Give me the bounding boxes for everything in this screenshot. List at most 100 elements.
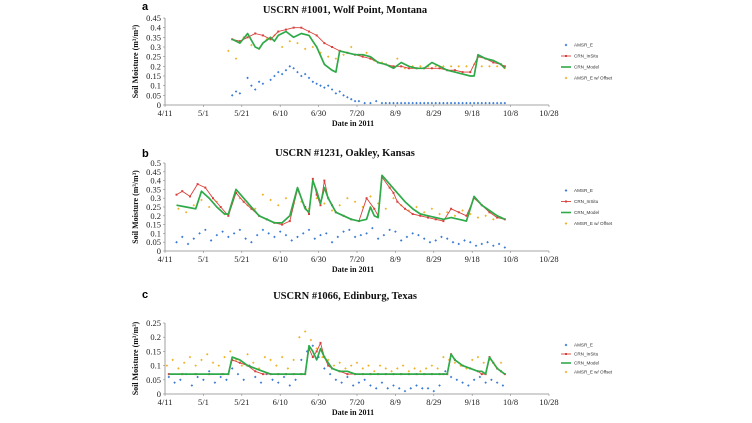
data-point — [480, 242, 484, 246]
data-point — [307, 76, 311, 80]
data-point — [497, 242, 501, 246]
data-point — [476, 355, 480, 359]
data-point — [434, 218, 437, 221]
data-point — [340, 381, 343, 384]
data-point — [323, 202, 326, 205]
data-point — [212, 197, 214, 200]
data-point — [271, 378, 274, 382]
data-point — [488, 65, 491, 68]
data-point — [202, 378, 205, 382]
x-tick-label: 4/11 — [158, 397, 173, 407]
data-point — [419, 65, 422, 68]
data-point — [284, 196, 288, 200]
data-point — [219, 206, 222, 208]
data-point — [445, 211, 449, 214]
data-point — [261, 82, 265, 86]
data-point — [288, 220, 291, 223]
data-point — [227, 49, 230, 53]
legend-marker — [564, 76, 568, 80]
data-point — [173, 381, 176, 384]
data-point — [503, 218, 506, 221]
data-point — [261, 193, 265, 196]
x-tick-label: 10/8 — [503, 108, 518, 118]
legend-label: CRN_InSitu — [574, 54, 599, 59]
data-point — [308, 30, 310, 33]
data-point — [288, 65, 292, 68]
data-point — [234, 57, 238, 60]
data-point — [457, 65, 461, 68]
data-point — [373, 370, 376, 373]
x-tick-label: 5/21 — [234, 108, 249, 118]
x-tick-label: 8/9 — [390, 254, 401, 264]
data-point — [315, 350, 318, 353]
data-point — [330, 240, 334, 244]
data-point — [177, 367, 180, 370]
data-point — [461, 209, 464, 212]
legend: AMSR_E CRN_InSitu CRN_Model AMSR_E w/ Offse… — [561, 43, 613, 81]
y-tick-label: 0.05 — [146, 375, 161, 385]
data-point — [288, 384, 292, 387]
data-point — [436, 367, 439, 370]
x-tick-label: 4/11 — [158, 108, 173, 118]
legend-marker — [565, 200, 567, 203]
data-point — [292, 66, 295, 70]
x-tick-label: 6/30 — [311, 397, 326, 407]
panel-letter: b — [142, 148, 149, 160]
data-point — [376, 237, 380, 240]
data-point — [407, 101, 411, 105]
chart-title: USCRN #1231, Oakley, Kansas — [275, 148, 415, 159]
x-tick-label: 7/20 — [349, 254, 364, 264]
data-point — [334, 378, 338, 382]
x-tick-label: 8/9 — [390, 108, 401, 118]
data-point — [296, 41, 299, 45]
data-point — [438, 212, 441, 216]
y-tick-label: 0.4 — [150, 176, 161, 186]
x-tick-label: 6/30 — [311, 108, 326, 118]
data-point — [227, 214, 230, 217]
data-point — [238, 92, 242, 95]
data-point — [384, 207, 388, 211]
x-tick-label: 5/1 — [198, 254, 209, 264]
legend-item: CRN_Model — [561, 210, 599, 215]
data-point — [269, 38, 272, 41]
data-point — [353, 99, 357, 103]
data-point — [286, 367, 290, 370]
data-point — [181, 235, 184, 239]
data-point — [194, 364, 197, 367]
legend-item: CRN_InSitu — [561, 54, 599, 59]
data-point — [332, 364, 336, 367]
data-point — [349, 45, 353, 49]
data-point — [231, 38, 234, 41]
data-point — [217, 364, 221, 367]
data-point — [399, 239, 403, 242]
data-point — [196, 375, 199, 379]
data-point — [221, 230, 224, 233]
data-point — [467, 384, 470, 387]
y-tick-label: 0.2 — [150, 332, 161, 342]
data-point — [284, 233, 288, 237]
data-point — [403, 101, 407, 105]
data-point — [346, 196, 349, 200]
data-point — [469, 71, 472, 74]
data-point — [330, 209, 334, 212]
data-point — [353, 200, 357, 203]
data-point — [225, 378, 228, 382]
data-point — [453, 69, 456, 72]
data-point — [465, 65, 468, 68]
data-point — [261, 373, 264, 376]
data-point — [472, 101, 476, 105]
legend-label: AMSR_E — [574, 343, 593, 348]
x-tick-label: 8/29 — [426, 397, 441, 407]
data-point — [488, 211, 491, 214]
data-point — [361, 55, 364, 58]
data-point — [309, 338, 313, 342]
data-point — [254, 370, 257, 373]
data-point — [280, 45, 284, 49]
legend-label: AMSR_E w/ Offset — [574, 370, 613, 375]
y-tick-label: 0.3 — [150, 193, 161, 203]
data-point — [311, 344, 315, 347]
data-point — [327, 364, 330, 367]
data-point — [503, 246, 507, 249]
data-point — [301, 232, 305, 235]
data-point — [290, 239, 293, 242]
